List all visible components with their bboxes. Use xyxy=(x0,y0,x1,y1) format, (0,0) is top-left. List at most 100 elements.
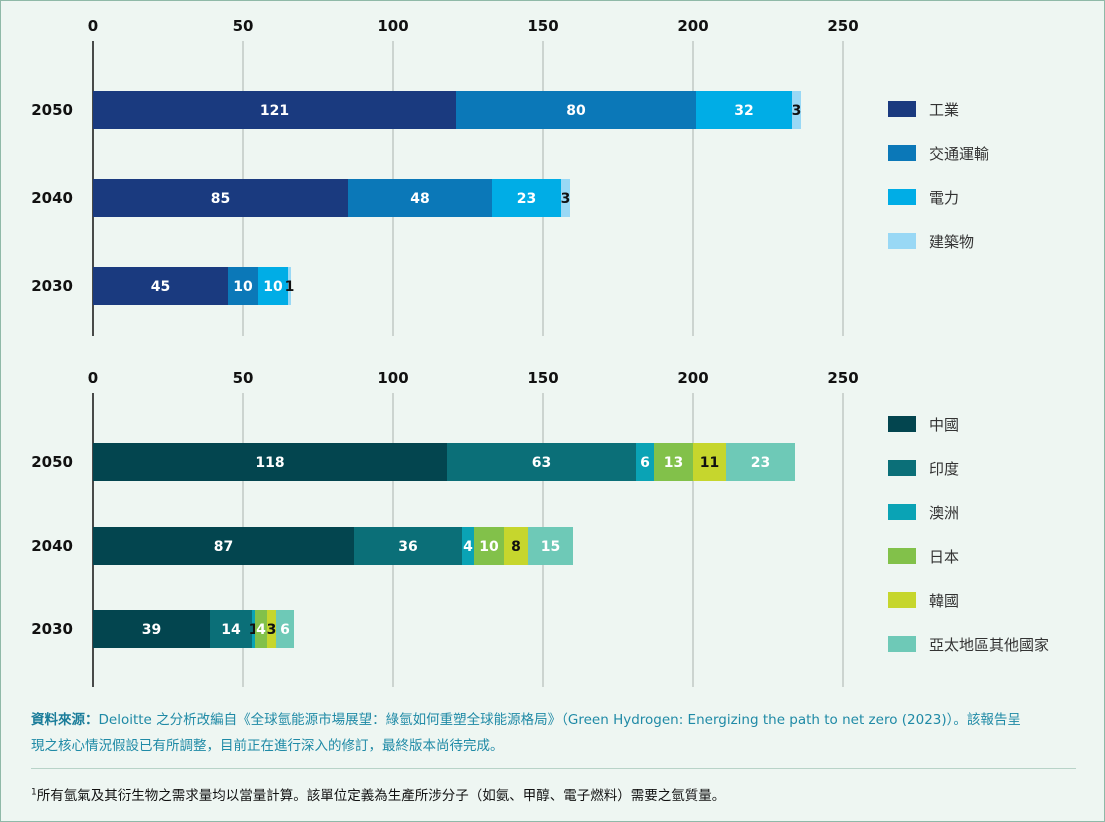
data-label: 45 xyxy=(151,279,170,295)
bar-segment xyxy=(93,527,354,565)
data-label: 23 xyxy=(751,455,770,471)
data-label: 14 xyxy=(221,622,241,638)
data-label: 48 xyxy=(410,191,429,207)
legend-label: 澳洲 xyxy=(929,504,959,522)
data-label: 4 xyxy=(256,622,266,638)
bar-segment xyxy=(348,179,492,217)
bar-segment xyxy=(267,610,276,648)
footnote-text: 所有氫氣及其衍生物之需求量均以當量計算。該單位定義為生產所涉分子（如氨、甲醇、電… xyxy=(36,788,726,804)
bar-segment xyxy=(528,527,573,565)
data-label: 1 xyxy=(285,279,295,295)
source-text: Deloitte 之分析改編自《全球氫能源市場展望：綠氫如何重塑全球能源格局》（… xyxy=(31,712,1021,754)
x-tick-label: 150 xyxy=(527,17,558,35)
legend-label: 中國 xyxy=(929,416,959,434)
legend-label: 建築物 xyxy=(929,233,974,251)
bar-segment xyxy=(93,267,228,305)
x-tick-label: 200 xyxy=(677,17,708,35)
legend-label: 亞太地區其他國家 xyxy=(929,636,1049,654)
legend-label: 韓國 xyxy=(929,592,959,610)
data-label: 39 xyxy=(142,622,161,638)
data-label: 13 xyxy=(664,455,683,471)
bar-segment xyxy=(474,527,504,565)
x-tick-label: 250 xyxy=(827,369,858,387)
chart-panel-1: 0 50 100 150 200 250 2050 121 80 32 3 2040 85 48 23 3 20… xyxy=(31,17,989,336)
data-label: 87 xyxy=(214,539,233,555)
category-label: 2050 xyxy=(31,453,73,471)
bar-segment xyxy=(462,527,474,565)
legend-label: 日本 xyxy=(929,548,959,566)
bar-segment xyxy=(504,527,528,565)
data-label: 10 xyxy=(479,539,499,555)
data-label: 85 xyxy=(211,191,230,207)
data-label: 4 xyxy=(463,539,473,555)
data-label: 11 xyxy=(700,455,719,471)
bar-segment xyxy=(93,179,348,217)
bar-segment xyxy=(210,610,252,648)
legend-swatch xyxy=(888,548,916,564)
bar-segment xyxy=(792,91,801,129)
legend-swatch xyxy=(888,504,916,520)
data-label: 8 xyxy=(511,539,521,555)
category-label: 2040 xyxy=(31,537,73,555)
bar-segment xyxy=(636,443,654,481)
legend-label: 工業 xyxy=(929,101,959,119)
data-label: 15 xyxy=(541,539,560,555)
bar-segment xyxy=(288,267,291,305)
legend-swatch xyxy=(888,145,916,161)
bar-segment xyxy=(258,267,288,305)
x-tick-label: 100 xyxy=(377,17,408,35)
x-tick-label: 0 xyxy=(88,17,98,35)
category-label: 2030 xyxy=(31,277,73,295)
bar-segment xyxy=(93,91,456,129)
bar-segment xyxy=(654,443,693,481)
x-tick-label: 200 xyxy=(677,369,708,387)
bar-segment xyxy=(726,443,795,481)
bar-segment xyxy=(492,179,561,217)
data-label: 23 xyxy=(517,191,536,207)
source-label: 資料來源： xyxy=(31,712,99,728)
bar-segment xyxy=(228,267,258,305)
category-label: 2040 xyxy=(31,189,73,207)
data-label: 3 xyxy=(792,103,802,119)
data-label: 32 xyxy=(734,103,753,119)
data-label: 118 xyxy=(255,455,284,471)
legend-swatch xyxy=(888,592,916,608)
x-tick-label: 100 xyxy=(377,369,408,387)
data-label: 10 xyxy=(263,279,283,295)
bar-segment xyxy=(93,443,447,481)
legend-label: 印度 xyxy=(929,460,959,478)
x-tick-label: 250 xyxy=(827,17,858,35)
legend-swatch xyxy=(888,189,916,205)
bar-segment xyxy=(93,610,210,648)
source-note: 資料來源：Deloitte 之分析改編自《全球氫能源市場展望：綠氫如何重塑全球能… xyxy=(31,707,1031,759)
category-label: 2030 xyxy=(31,620,73,638)
data-label: 1 xyxy=(249,622,259,638)
data-label: 6 xyxy=(640,455,650,471)
bar-segment xyxy=(696,91,792,129)
x-tick-label: 0 xyxy=(88,369,98,387)
data-label: 36 xyxy=(398,539,417,555)
legend-swatch xyxy=(888,636,916,652)
legend-swatch xyxy=(888,233,916,249)
divider xyxy=(31,768,1076,769)
legend-swatch xyxy=(888,416,916,432)
legend-swatch xyxy=(888,460,916,476)
bar-segment xyxy=(447,443,636,481)
data-label: 63 xyxy=(532,455,551,471)
footnote-marker: 1 xyxy=(31,787,37,798)
category-label: 2050 xyxy=(31,101,73,119)
data-label: 3 xyxy=(267,622,277,638)
x-tick-label: 50 xyxy=(233,17,254,35)
legend-swatch xyxy=(888,101,916,117)
bar-segment xyxy=(561,179,570,217)
x-tick-label: 50 xyxy=(233,369,254,387)
data-label: 6 xyxy=(280,622,290,638)
legend-label: 交通運輸 xyxy=(929,145,989,163)
footnote: 1所有氫氣及其衍生物之需求量均以當量計算。該單位定義為生產所涉分子（如氨、甲醇、… xyxy=(31,784,1071,805)
bar-segment xyxy=(456,91,696,129)
legend-label: 電力 xyxy=(929,189,959,207)
bar-segment xyxy=(252,610,255,648)
bar-segment xyxy=(354,527,462,565)
